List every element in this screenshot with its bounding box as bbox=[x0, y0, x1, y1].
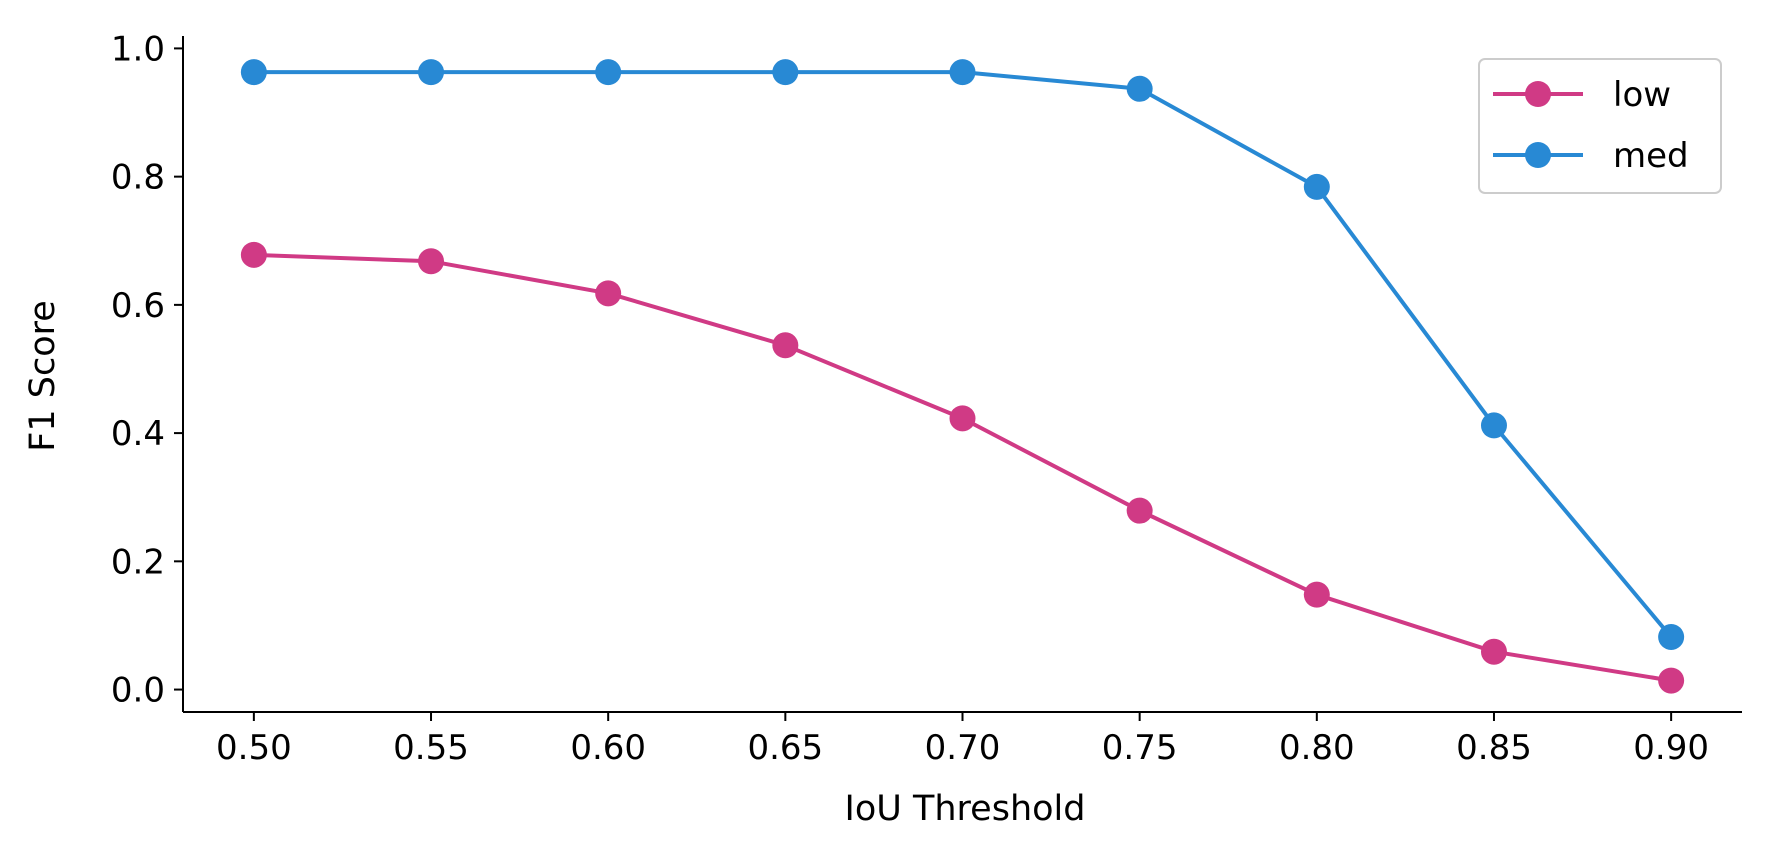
y-tick-label: 1.0 bbox=[111, 29, 165, 69]
data-point-low bbox=[772, 332, 799, 359]
data-point-med bbox=[949, 59, 976, 86]
y-tick-label: 0.0 bbox=[111, 671, 165, 711]
y-tick-label: 0.6 bbox=[111, 286, 165, 326]
data-point-med bbox=[418, 59, 445, 86]
data-point-med bbox=[1658, 623, 1685, 650]
data-point-low bbox=[1480, 638, 1507, 665]
x-axis-label: IoU Threshold bbox=[845, 789, 1086, 829]
x-tick-label: 0.80 bbox=[1279, 728, 1355, 768]
legend-label-med: med bbox=[1613, 136, 1689, 176]
data-point-low bbox=[240, 241, 267, 268]
data-point-med bbox=[772, 59, 799, 86]
data-point-med bbox=[1480, 412, 1507, 439]
x-tick-label: 0.70 bbox=[925, 728, 1001, 768]
series-low bbox=[240, 241, 1685, 694]
legend: low med bbox=[1478, 58, 1722, 194]
x-tick-label: 0.50 bbox=[216, 728, 292, 768]
x-tick-label: 0.60 bbox=[570, 728, 646, 768]
data-point-med bbox=[240, 59, 267, 86]
x-tick-label: 0.55 bbox=[393, 728, 469, 768]
legend-marker-med bbox=[1525, 142, 1551, 168]
y-axis-label: F1 Score bbox=[23, 300, 63, 452]
legend-marker-low bbox=[1525, 81, 1551, 107]
data-point-med bbox=[1303, 173, 1330, 200]
x-tick-label: 0.65 bbox=[747, 728, 823, 768]
series-med bbox=[240, 59, 1685, 650]
data-point-med bbox=[1126, 75, 1153, 102]
x-tick-label: 0.90 bbox=[1633, 728, 1709, 768]
series-line-med bbox=[253, 70, 1673, 639]
data-point-low bbox=[1303, 581, 1330, 608]
y-tick-label: 0.2 bbox=[111, 542, 165, 582]
data-point-low bbox=[595, 280, 622, 307]
x-tick-label: 0.75 bbox=[1102, 728, 1178, 768]
legend-label-low: low bbox=[1613, 75, 1671, 115]
x-tick-label: 0.85 bbox=[1456, 728, 1532, 768]
axes: 0.50 0.55 0.60 0.65 0.70 0.75 0.80 0.85 0.90 0.0 0… bbox=[111, 29, 1742, 768]
series-line-low bbox=[253, 252, 1672, 683]
y-tick-label: 0.8 bbox=[111, 158, 165, 198]
data-point-low bbox=[949, 405, 976, 432]
data-point-low bbox=[418, 248, 445, 275]
data-point-med bbox=[595, 59, 622, 86]
data-point-low bbox=[1658, 667, 1685, 694]
series-layer bbox=[240, 59, 1685, 694]
data-point-low bbox=[1126, 497, 1153, 524]
y-tick-label: 0.4 bbox=[111, 414, 165, 454]
